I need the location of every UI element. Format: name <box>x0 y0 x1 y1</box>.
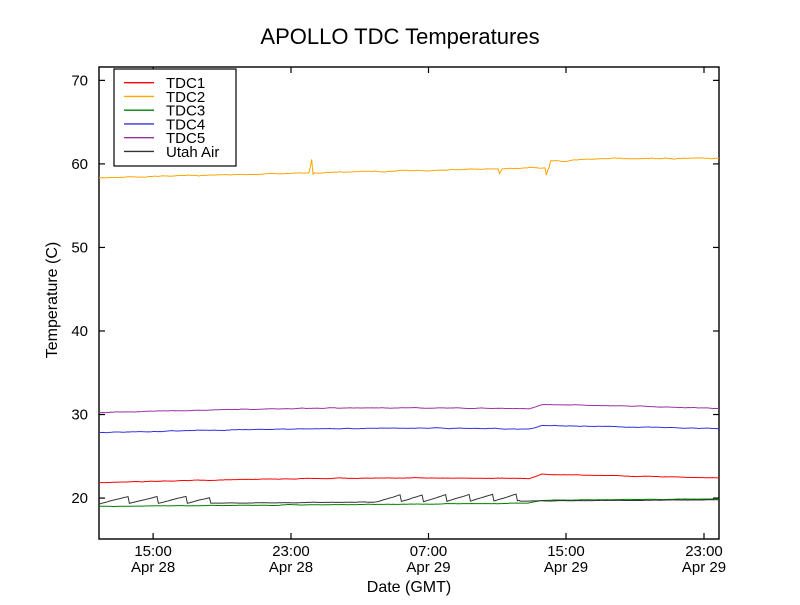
svg-text:Apr 29: Apr 29 <box>682 559 726 576</box>
svg-text:40: 40 <box>71 323 88 340</box>
svg-text:15:00: 15:00 <box>134 543 172 560</box>
svg-text:Utah Air: Utah Air <box>166 144 219 161</box>
svg-text:50: 50 <box>71 239 88 256</box>
svg-text:60: 60 <box>71 156 88 173</box>
svg-text:Apr 28: Apr 28 <box>269 559 313 576</box>
svg-text:Apr 28: Apr 28 <box>131 559 175 576</box>
svg-text:23:00: 23:00 <box>685 543 723 560</box>
svg-text:20: 20 <box>71 490 88 507</box>
svg-text:70: 70 <box>71 72 88 89</box>
svg-text:23:00: 23:00 <box>272 543 310 560</box>
svg-text:Apr 29: Apr 29 <box>406 559 450 576</box>
svg-text:07:00: 07:00 <box>410 543 448 560</box>
svg-text:15:00: 15:00 <box>547 543 585 560</box>
svg-text:30: 30 <box>71 407 88 424</box>
svg-text:Apr 29: Apr 29 <box>544 559 588 576</box>
svg-text:APOLLO TDC Temperatures: APOLLO TDC Temperatures <box>260 24 539 49</box>
svg-text:Temperature (C): Temperature (C) <box>44 242 61 358</box>
svg-text:Date (GMT): Date (GMT) <box>367 579 451 596</box>
